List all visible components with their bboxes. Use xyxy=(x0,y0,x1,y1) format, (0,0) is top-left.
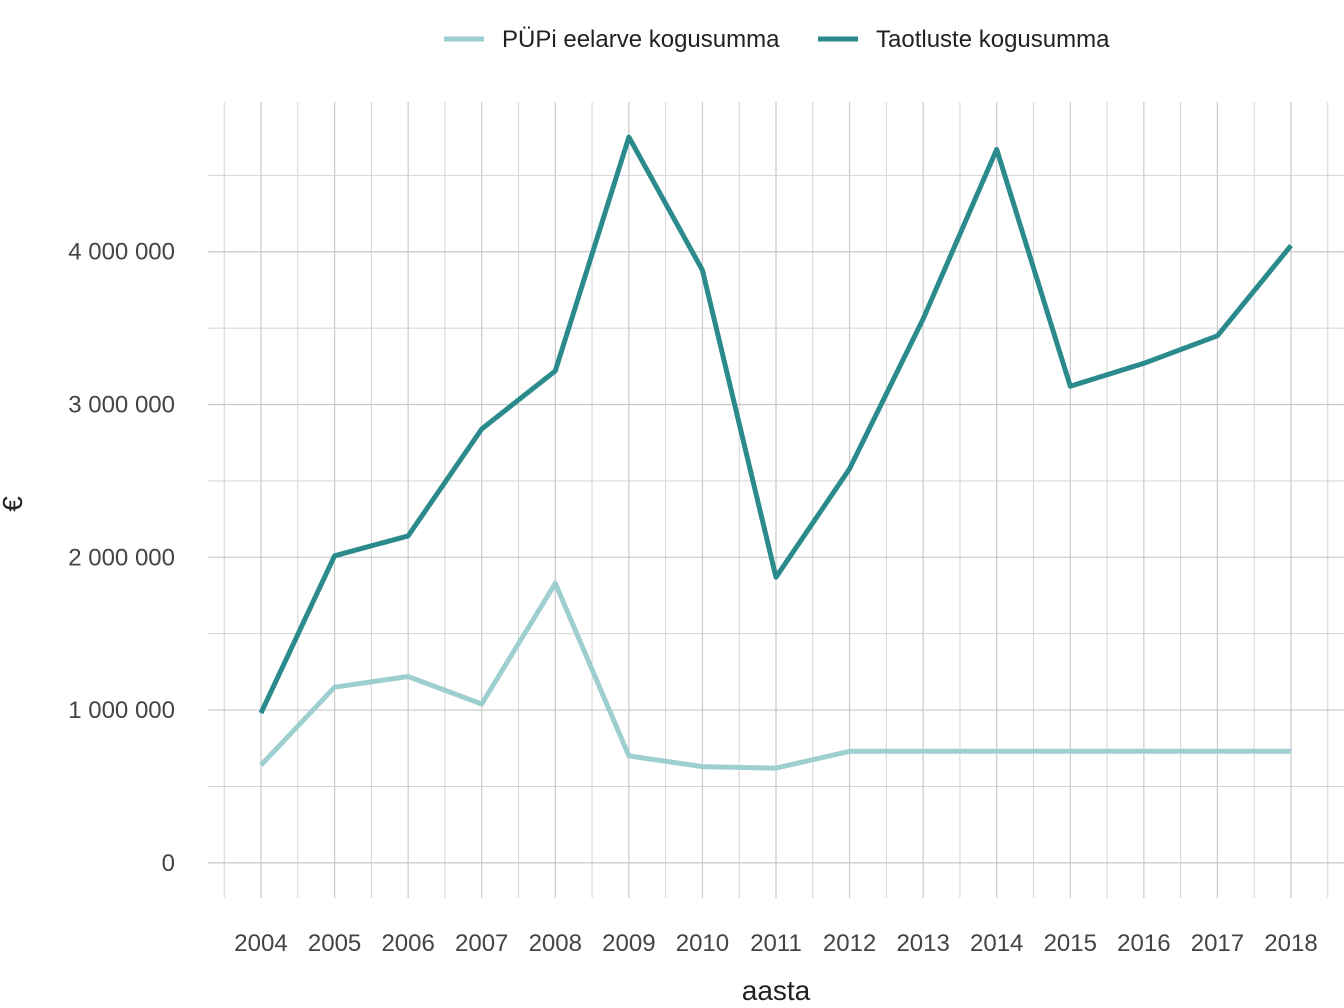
y-axis-title: € xyxy=(0,496,28,512)
x-tick-label: 2007 xyxy=(455,930,508,957)
y-axis-tick-labels: 0 1 000 000 2 000 000 3 000 000 4 000 000 xyxy=(68,239,175,877)
legend: PÜPi eelarve kogusumma Taotluste kogusumm… xyxy=(444,26,1110,53)
x-tick-label: 2012 xyxy=(823,930,876,957)
x-tick-label: 2016 xyxy=(1117,930,1170,957)
x-tick-label: 2009 xyxy=(602,930,655,957)
y-tick-label: 2 000 000 xyxy=(68,544,175,571)
y-tick-label: 1 000 000 xyxy=(68,697,175,724)
x-tick-label: 2010 xyxy=(676,930,729,957)
x-tick-label: 2005 xyxy=(308,930,361,957)
x-tick-label: 2011 xyxy=(750,930,802,957)
x-tick-label: 2013 xyxy=(896,930,949,957)
y-tick-label: 4 000 000 xyxy=(68,239,175,266)
x-tick-label: 2015 xyxy=(1044,930,1097,957)
x-axis-tick-labels: 2004 2005 2006 2007 2008 2009 2010 2011 2012 2013… xyxy=(234,930,1317,957)
grid-layer xyxy=(208,102,1344,898)
y-tick-label: 0 xyxy=(162,850,175,877)
legend-label: Taotluste kogusumma xyxy=(876,26,1110,53)
x-tick-label: 2018 xyxy=(1264,930,1317,957)
x-tick-label: 2004 xyxy=(234,930,287,957)
y-tick-label: 3 000 000 xyxy=(68,392,175,419)
x-tick-label: 2008 xyxy=(529,930,582,957)
series-layer xyxy=(258,134,1293,771)
legend-label: PÜPi eelarve kogusumma xyxy=(502,26,780,53)
x-tick-label: 2006 xyxy=(381,930,434,957)
x-tick-label: 2017 xyxy=(1191,930,1244,957)
x-axis-title: aasta xyxy=(742,975,811,1006)
x-tick-label: 2014 xyxy=(970,930,1023,957)
